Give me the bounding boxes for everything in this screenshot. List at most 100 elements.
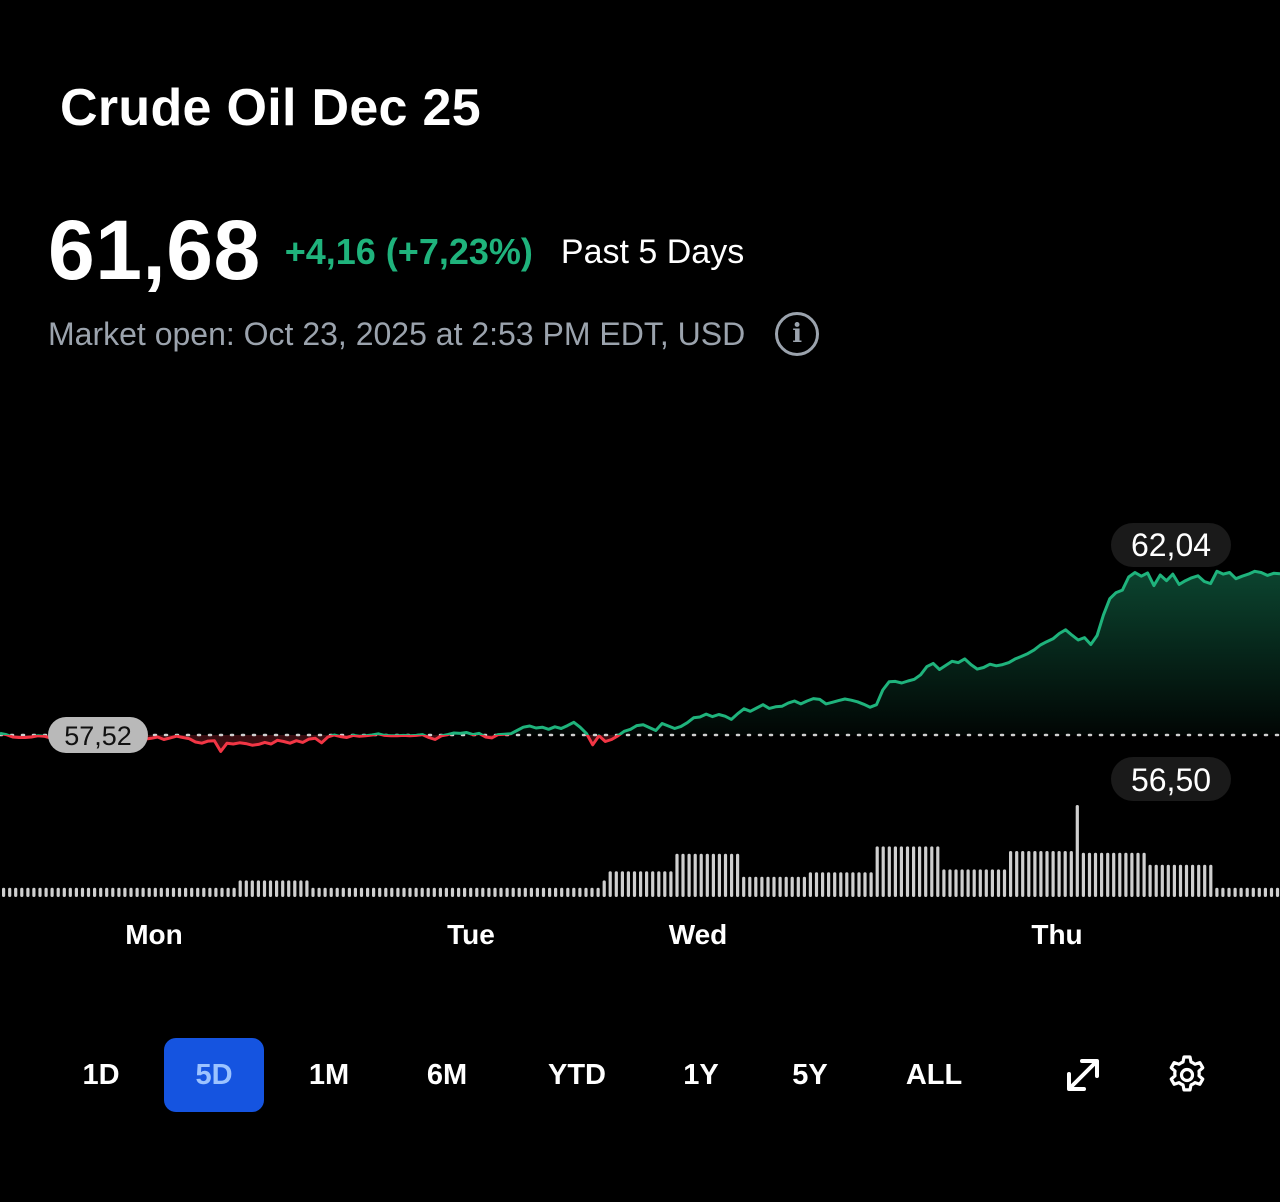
volume-bar — [1269, 887, 1274, 897]
price-area-down — [0, 735, 1280, 752]
volume-bar — [262, 880, 267, 897]
x-tick-tue: Tue — [447, 919, 495, 950]
volume-bar — [1136, 852, 1140, 897]
volume-bar — [105, 887, 109, 897]
volume-bar — [184, 887, 188, 897]
volume-bar — [244, 880, 248, 897]
volume-bar — [378, 887, 382, 897]
volume-bar — [663, 871, 667, 897]
volume-bar — [869, 872, 873, 897]
volume-bar — [881, 846, 885, 897]
volume-bar — [808, 872, 812, 897]
volume-bar — [159, 887, 163, 897]
volume-bar — [608, 871, 612, 897]
volume-bar — [1118, 852, 1122, 897]
volume-bar — [554, 887, 558, 897]
volume-bar — [1184, 864, 1189, 897]
volume-bar — [1087, 852, 1092, 897]
volume-bar — [596, 887, 600, 897]
volume-bar — [1275, 887, 1280, 897]
volume-bar — [396, 887, 400, 897]
volume-bar — [1057, 851, 1061, 897]
volume-bar — [1148, 864, 1152, 897]
volume-bar — [511, 887, 515, 897]
volume-bar — [347, 887, 351, 897]
volume-bar — [438, 887, 442, 897]
volume-bar — [196, 887, 200, 897]
volume-bar — [699, 853, 703, 897]
volume-bar — [687, 853, 691, 897]
volume-bar — [572, 887, 576, 897]
volume-bar — [887, 846, 891, 897]
volume-bar — [268, 880, 273, 897]
volume-bar — [875, 846, 879, 897]
volume-bar — [2, 887, 6, 897]
volume-bar — [778, 876, 782, 897]
volume-bar — [129, 887, 133, 897]
range-5d-button[interactable]: 5D — [164, 1038, 264, 1112]
volume-bar — [463, 887, 467, 897]
volume-bar — [281, 880, 285, 897]
volume-bar — [275, 880, 279, 897]
volume-bar — [990, 869, 994, 897]
volume-bar — [444, 887, 448, 897]
previous-close-label: 57,52 — [64, 721, 132, 751]
volume-bar — [984, 869, 988, 897]
volume-bar — [736, 853, 740, 897]
range-5y-button[interactable]: 5Y — [792, 1058, 828, 1091]
high-badge: 62,04 — [1111, 523, 1231, 567]
volume-bar — [1166, 864, 1170, 897]
volume-bar — [578, 887, 582, 897]
volume-bar — [1154, 864, 1158, 897]
volume-bar — [202, 887, 206, 897]
volume-bar — [1257, 887, 1261, 897]
volume-bar — [954, 869, 958, 897]
volume-bar — [80, 887, 85, 897]
volume-bar — [481, 887, 485, 897]
volume-bar — [32, 887, 36, 897]
volume-bar — [420, 887, 424, 897]
volume-bar — [1045, 851, 1049, 897]
volume-bar — [190, 887, 194, 897]
price-line-down — [0, 735, 622, 753]
volume-bar — [111, 887, 115, 897]
range-6m-button[interactable]: 6M — [426, 1058, 468, 1091]
volume-bar — [1081, 852, 1085, 897]
price-change: +4,16 (+7,23%) — [284, 231, 533, 272]
volume-bar — [1172, 864, 1176, 897]
volume-bar — [893, 846, 897, 897]
volume-bar — [38, 887, 42, 897]
volume-bar — [1221, 887, 1225, 897]
market-status-row: Market open: Oct 23, 2025 at 2:53 PM EDT… — [48, 312, 820, 356]
volume-bar — [50, 887, 54, 897]
range-1d-button[interactable]: 1D — [82, 1058, 120, 1091]
price-area-up — [0, 571, 1280, 735]
volume-bar — [742, 876, 746, 897]
volume-bar — [457, 887, 461, 897]
volume-bar — [311, 887, 315, 897]
volume-bar — [1093, 852, 1098, 897]
volume-bar — [1002, 869, 1007, 897]
volume-bar — [317, 887, 321, 897]
volume-bar — [960, 869, 964, 897]
info-circle-icon[interactable]: i — [775, 312, 820, 356]
market-status-text: Market open: Oct 23, 2025 at 2:53 PM EDT… — [48, 315, 746, 352]
volume-bar — [814, 872, 819, 897]
volume-bar — [602, 880, 606, 897]
range-ytd-button[interactable]: YTD — [548, 1058, 606, 1091]
expand-arrows-icon[interactable] — [1058, 1050, 1108, 1100]
volume-bar — [845, 872, 849, 897]
volume-bar — [1197, 864, 1201, 897]
price-chart[interactable]: 57,52 62,04 56,50 Mon Tue Wed Thu — [0, 380, 1280, 980]
volume-bar — [730, 853, 734, 897]
volume-bar — [936, 846, 940, 897]
volume-bar — [1263, 887, 1267, 897]
range-1m-button[interactable]: 1M — [308, 1058, 350, 1091]
range-all-button[interactable]: ALL — [905, 1058, 963, 1091]
gear-icon[interactable] — [1162, 1050, 1212, 1100]
volume-bar — [1033, 851, 1037, 897]
volume-bar — [1142, 852, 1146, 897]
range-1y-button[interactable]: 1Y — [683, 1058, 719, 1091]
volume-bar — [323, 887, 327, 897]
